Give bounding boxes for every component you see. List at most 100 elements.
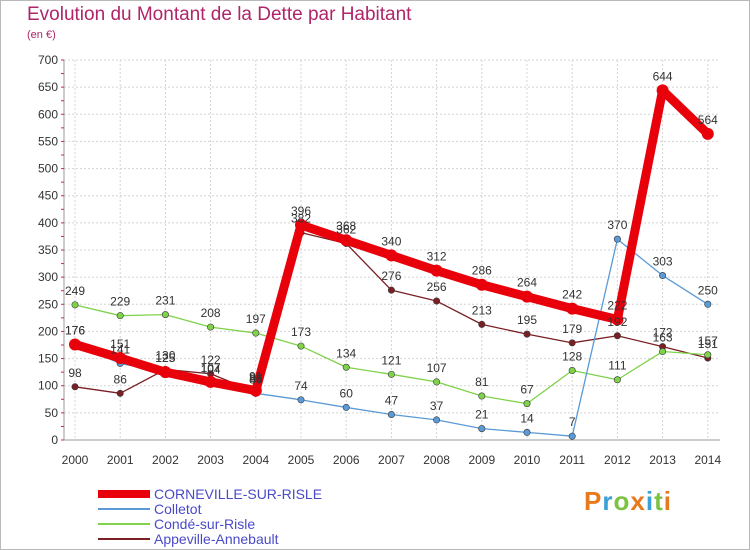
logo-letter: i [663,486,672,516]
data-point [433,378,441,386]
x-tick-label: 2007 [378,453,405,467]
data-point [71,383,79,391]
data-label: 151 [110,337,130,351]
data-label: 37 [430,399,444,413]
data-point [207,323,215,331]
data-point [387,286,395,294]
legend-swatch [98,489,150,498]
data-label: 86 [249,372,263,386]
data-point [204,375,217,388]
data-label: 303 [653,255,673,269]
data-point [568,367,576,375]
data-point [297,342,305,350]
data-label: 125 [155,351,175,365]
x-tick-label: 2002 [152,453,179,467]
data-label: 179 [562,322,582,336]
x-tick-label: 2014 [694,453,721,467]
data-label: 312 [427,250,447,264]
legend-swatch [98,507,150,510]
legend-label: Colletot [154,500,202,517]
data-point [613,376,621,384]
chart-unit: (en €) [27,29,56,41]
y-axis: 0 50 100 150 200 250 300 350 400 450 500 550 600 650 7… [38,53,65,447]
data-label: 340 [381,234,401,248]
data-label: 368 [336,219,356,233]
y-tick-label: 600 [38,107,58,121]
y-tick-label: 700 [38,53,58,67]
data-label: 130 [155,348,175,362]
data-label: 229 [110,295,130,309]
data-point [523,330,531,338]
y-tick-label: 550 [38,134,58,148]
data-label: 125 [155,351,175,365]
data-point [568,339,576,347]
data-point [433,416,441,424]
data-point [568,432,576,440]
data-label: 21 [475,408,489,422]
data-point [475,278,488,291]
y-tick-label: 500 [38,162,58,176]
x-tick-label: 2003 [197,453,224,467]
data-point [69,338,81,351]
legend-label: Appeville-Annebault [154,530,279,547]
data-point [613,235,621,243]
data-label: 173 [291,325,311,339]
data-label: 7 [569,415,576,429]
data-label: 197 [246,312,266,326]
x-tick-label: 2013 [649,453,676,467]
y-tick-label: 450 [38,189,58,203]
data-label: 172 [653,326,673,340]
data-point [249,384,262,397]
x-tick-label: 2008 [423,453,450,467]
data-point [611,313,624,326]
data-label: 47 [385,393,399,407]
data-point [478,425,486,433]
logo-letter: t [654,486,664,516]
data-point [116,389,124,397]
data-point [387,410,395,418]
series-group [69,84,714,440]
data-label: 104 [201,363,221,377]
x-tick-label: 2005 [288,453,315,467]
data-point [252,329,260,337]
data-label: 382 [291,212,311,226]
data-point [159,366,172,379]
legend-label: Condé-sur-Risle [154,515,256,532]
data-point [385,249,398,262]
proxiti-logo: Proxiti [584,486,672,517]
logo-letter: P [584,486,603,516]
legend-item: Colletot [98,500,322,517]
x-tick-label: 2004 [242,453,269,467]
logo-letter: r [602,486,614,516]
data-point [701,127,714,140]
logo-letter: x [630,486,646,516]
data-label: 67 [520,383,534,397]
data-point [656,84,669,97]
x-tick-label: 2001 [107,453,134,467]
data-label: 141 [110,342,130,356]
data-label: 107 [427,361,447,375]
x-tick-label: 2000 [62,453,89,467]
data-point [613,332,621,340]
data-label: 222 [607,298,627,312]
y-tick-label: 50 [45,406,59,420]
data-point [433,297,441,305]
data-label: 264 [517,276,537,290]
x-tick-label: 2009 [468,453,495,467]
data-label: 81 [475,375,489,389]
data-label: 276 [381,269,401,283]
legend-swatch [98,537,150,540]
data-point [342,403,350,411]
legend-item: Condé-sur-Risle [98,515,322,532]
legend: CORNEVILLE-SUR-RISLE Colletot Condé-sur-Ri… [98,486,322,547]
data-label: 107 [201,361,221,375]
data-point [523,428,531,436]
y-tick-label: 650 [38,80,58,94]
data-point [430,264,443,277]
x-tick-label: 2011 [559,453,585,467]
data-label: 213 [472,303,492,317]
data-label: 250 [698,283,718,297]
data-point [387,370,395,378]
y-tick-label: 0 [51,433,58,447]
